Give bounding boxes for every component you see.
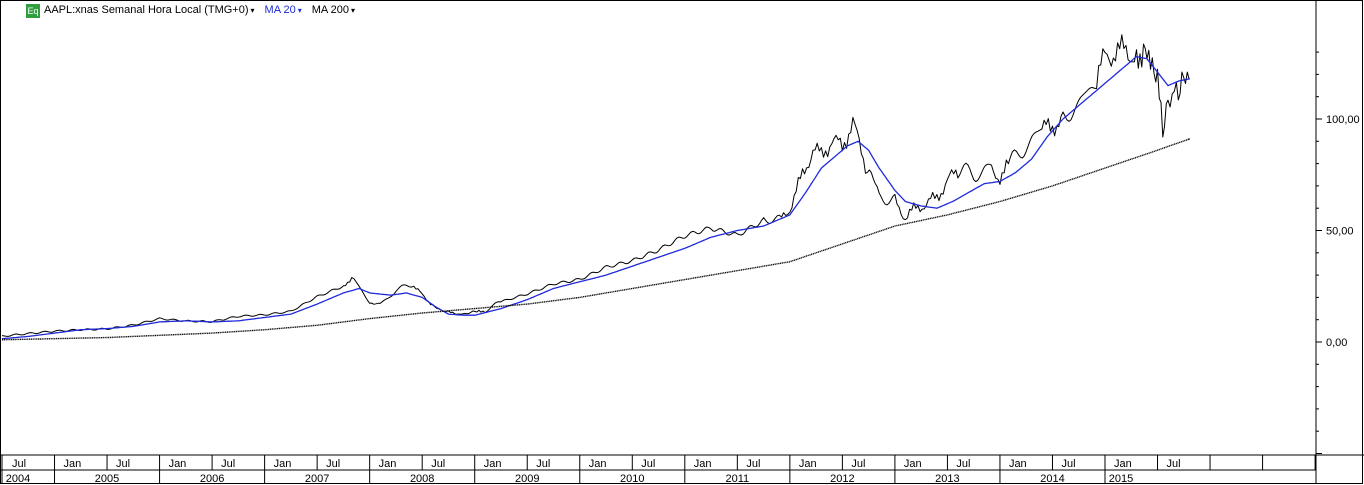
x-year-label: 2015 [1109,473,1133,485]
x-year-label: 2009 [515,473,539,485]
x-month-label: Jul [746,458,760,470]
x-year-label: 2012 [830,473,854,485]
series-end-point-ma200 [1188,138,1190,140]
x-month-label: Jul [12,458,26,470]
x-axis: Jul Jan Jul Jan Jul Jan Jul Jan Jul Jan Jul Jan Jul J… [1,455,1316,485]
x-month-label: Jan [274,458,292,470]
ma20-label: MA 20 [264,4,296,16]
x-month-label: Jul [536,458,550,470]
series-line-ma20 [1,55,1190,340]
x-month-label: Jul [1061,458,1075,470]
x-year-label: 2004 [6,473,30,485]
x-month-label: Jan [799,458,817,470]
x-month-label: Jan [379,458,397,470]
series-line-ma200 [1,138,1190,341]
ma200-label: MA 200 [311,4,350,16]
chevron-down-icon: ▾ [250,5,255,15]
ma20-selector[interactable]: MA 20 ▾ [265,4,302,16]
x-month-label: Jul [641,458,655,470]
x-month-label: Jul [851,458,865,470]
series-line-price [1,34,1190,337]
x-year-label: 2014 [1040,473,1064,485]
x-month-label: Jan [169,458,187,470]
symbol-label: AAPL:xnas Semanal Hora Local (TMG+0) [44,4,249,16]
series-end-point-ma20 [1188,78,1190,80]
x-year-label: 2011 [726,473,750,485]
equity-badge: Eq [26,4,40,18]
x-year-label: 2013 [935,473,959,485]
x-month-label: Jan [1114,458,1132,470]
x-year-label: 2008 [410,473,434,485]
x-year-label: 2006 [200,473,224,485]
ma200-selector[interactable]: MA 200 ▾ [312,4,355,16]
x-month-label: Jul [1167,458,1181,470]
chevron-down-icon: ▾ [351,5,356,15]
x-month-label: Jul [221,458,235,470]
x-month-label: Jan [904,458,922,470]
x-month-label: Jan [484,458,502,470]
x-month-label: Jan [589,458,607,470]
y-axis: 100,00 50,00 0,00 [1316,51,1360,454]
x-year-label: 2005 [95,473,119,485]
x-month-label: Jan [694,458,712,470]
x-month-label: Jan [64,458,82,470]
x-month-label: Jul [326,458,340,470]
y-tick-label: 0,00 [1326,337,1347,349]
y-tick-label: 100,00 [1326,114,1360,126]
x-year-label: 2010 [620,473,644,485]
series-layer [1,34,1190,341]
x-month-label: Jan [1009,458,1027,470]
x-month-label: Jul [956,458,970,470]
x-year-label: 2007 [305,473,329,485]
x-month-label: Jul [431,458,445,470]
symbol-selector[interactable]: AAPL:xnas Semanal Hora Local (TMG+0) ▾ [44,4,255,16]
chevron-down-icon: ▾ [297,5,302,15]
x-month-label: Jul [116,458,130,470]
chart-header: AAPL:xnas Semanal Hora Local (TMG+0) ▾ M… [44,4,355,16]
y-tick-label: 50,00 [1326,226,1354,238]
